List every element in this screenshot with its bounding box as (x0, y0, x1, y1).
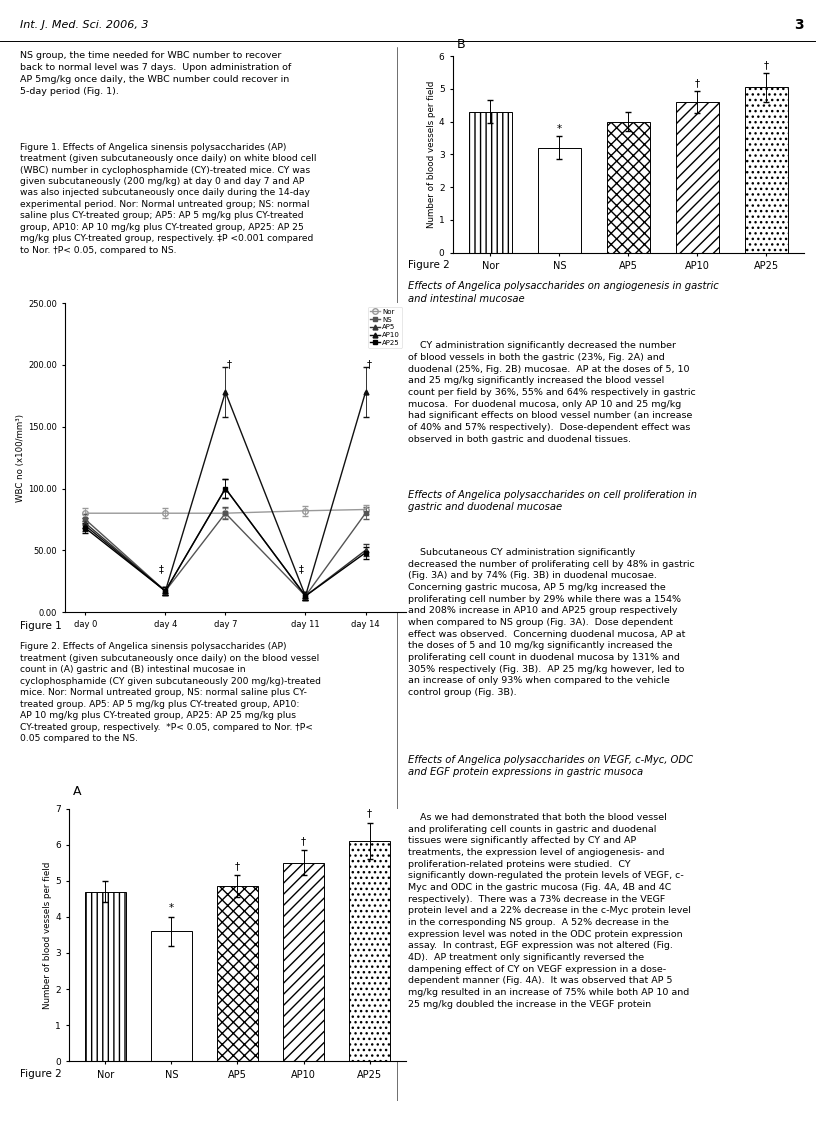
Text: Figure 2: Figure 2 (20, 1069, 62, 1078)
Bar (283, 862, 324, 1061)
Text: ‡: ‡ (159, 565, 164, 575)
Text: Int. J. Med. Sci. 2006, 3: Int. J. Med. Sci. 2006, 3 (20, 20, 149, 29)
Text: NS group, the time needed for WBC number to recover
back to normal level was 7 d: NS group, the time needed for WBC number… (20, 51, 291, 95)
Text: As we had demonstrated that both the blood vessel
and proliferating cell counts : As we had demonstrated that both the blo… (408, 813, 691, 1008)
Text: Figure 2. Effects of ​Angelica sinensis​ polysaccharides (AP)
treatment (given s: Figure 2. Effects of ​Angelica sinensis​… (20, 642, 322, 743)
Text: ‡: ‡ (299, 565, 304, 575)
Text: Figure 2: Figure 2 (408, 261, 450, 270)
Text: 3: 3 (794, 18, 804, 31)
Text: †: † (367, 359, 372, 369)
Bar (151, 931, 192, 1061)
Text: †: † (367, 809, 372, 819)
Text: †: † (694, 77, 700, 88)
Text: †: † (764, 60, 769, 70)
Bar (676, 102, 719, 253)
Text: Effects of ​Angelica​ polysaccharides on VEGF, c-Myc, ODC
and EGF protein expres: Effects of ​Angelica​ polysaccharides on… (408, 755, 693, 777)
Text: *: * (169, 903, 174, 913)
Bar (745, 88, 787, 253)
Bar (607, 121, 650, 253)
Text: CY administration significantly decreased the number
of blood vessels in both th: CY administration significantly decrease… (408, 341, 696, 444)
Legend: Nor, NS, AP5, AP10, AP25: Nor, NS, AP5, AP10, AP25 (367, 307, 402, 348)
Bar (217, 886, 258, 1061)
Text: †: † (227, 359, 232, 369)
Y-axis label: Number of blood vessels per field: Number of blood vessels per field (43, 861, 52, 1008)
Text: †: † (301, 836, 306, 846)
Bar (85, 892, 126, 1061)
Text: Figure 1. Effects of ​Angelica sinensis​ polysaccharides (AP)
treatment (given s: Figure 1. Effects of ​Angelica sinensis​… (20, 143, 317, 255)
Text: †: † (235, 861, 240, 871)
Text: Subcutaneous CY administration significantly
decreased the number of proliferati: Subcutaneous CY administration significa… (408, 548, 694, 697)
Y-axis label: Number of blood vessels per field: Number of blood vessels per field (427, 81, 436, 228)
Text: Figure 1: Figure 1 (20, 621, 62, 630)
Text: B: B (457, 38, 466, 52)
Bar (469, 112, 512, 253)
Text: Effects of ​Angelica​ polysaccharides on cell proliferation in
gastric and duode: Effects of ​Angelica​ polysaccharides on… (408, 490, 697, 512)
Text: Effects of ​Angelica​ polysaccharides on angiogenesis in gastric
and intestinal : Effects of ​Angelica​ polysaccharides on… (408, 281, 719, 303)
Bar (538, 148, 581, 253)
Text: A: A (73, 785, 82, 797)
Bar (349, 841, 390, 1061)
Text: *: * (557, 124, 562, 134)
Y-axis label: WBC no (x100/mm³): WBC no (x100/mm³) (16, 413, 25, 502)
